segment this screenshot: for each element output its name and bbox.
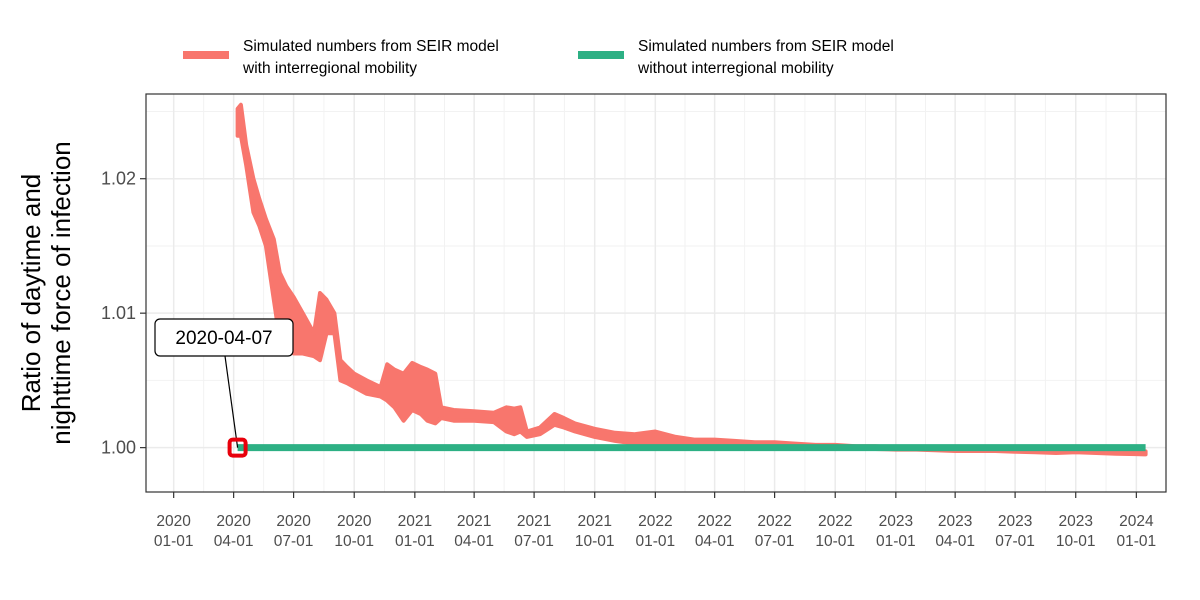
x-tick-label-year: 2021: [517, 513, 551, 530]
x-tick-label-date: 10-01: [815, 533, 855, 550]
x-tick-label-date: 10-01: [334, 533, 374, 550]
x-tick-label-year: 2022: [818, 513, 852, 530]
annotation-marker: [227, 437, 248, 458]
legend-label-without-mobility-line2: without interregional mobility: [637, 60, 834, 77]
series-with-mobility: [235, 102, 1148, 457]
annotation: 2020-04-07: [154, 318, 294, 458]
x-tick-label-date: 10-01: [1056, 533, 1096, 550]
x-tick-label-year: 2023: [938, 513, 972, 530]
x-tick-label-year: 2023: [998, 513, 1032, 530]
y-axis-title-line2: nighttime force of infection: [46, 141, 76, 445]
y-axis: 1.00 1.01 1.02: [101, 169, 146, 458]
x-tick-label-year: 2020: [337, 513, 372, 530]
annotation-box: [154, 318, 294, 357]
x-tick-label-year: 2023: [879, 513, 913, 530]
x-tick-label-date: 04-01: [454, 533, 494, 550]
x-tick-label-year: 2022: [638, 513, 672, 530]
x-tick-label-date: 01-01: [636, 533, 676, 550]
x-tick-label-year: 2020: [216, 513, 251, 530]
x-tick-label-year: 2021: [457, 513, 491, 530]
y-tick-label: 1.00: [101, 438, 136, 458]
legend-label-with-mobility-line1: Simulated numbers from SEIR model: [243, 38, 499, 55]
x-tick-label-date: 01-01: [876, 533, 916, 550]
x-tick-label-year: 2022: [697, 513, 731, 530]
x-tick-label-date: 01-01: [1117, 533, 1157, 550]
x-tick-label-date: 04-01: [695, 533, 735, 550]
x-tick-label-date: 07-01: [274, 533, 314, 550]
legend-label-with-mobility-line2: with interregional mobility: [242, 60, 417, 77]
x-tick-label-date: 07-01: [755, 533, 795, 550]
x-tick-label-year: 2020: [156, 513, 191, 530]
panel-border: [145, 93, 1167, 493]
x-tick-label-date: 07-01: [995, 533, 1035, 550]
annotation-label: 2020-04-07: [175, 328, 272, 349]
x-tick-label-date: 04-01: [935, 533, 975, 550]
x-tick-label-year: 2022: [757, 513, 791, 530]
x-tick-label-year: 2024: [1119, 513, 1154, 530]
x-tick-label-date: 10-01: [575, 533, 615, 550]
legend: Simulated numbers from SEIR model with i…: [183, 38, 894, 77]
y-axis-title: Ratio of daytime and nighttime force of …: [16, 141, 76, 445]
x-tick-label-year: 2021: [577, 513, 611, 530]
x-axis: 2020 01-01 2020 04-01 2020 07-01 2020 10-01 2021…: [154, 492, 1156, 550]
x-tick-label-year: 2021: [398, 513, 432, 530]
legend-label-without-mobility-line1: Simulated numbers from SEIR model: [638, 38, 894, 55]
x-tick-label-year: 2020: [276, 513, 311, 530]
y-tick-label: 1.01: [101, 303, 136, 323]
plot-area: [235, 102, 1148, 457]
y-tick-label: 1.02: [101, 169, 136, 189]
y-axis-title-line1: Ratio of daytime and: [16, 174, 46, 412]
annotation-leader-line: [224, 355, 239, 448]
x-tick-label-date: 07-01: [514, 533, 554, 550]
x-tick-label-date: 01-01: [395, 533, 435, 550]
x-tick-label-date: 04-01: [214, 533, 254, 550]
x-tick-label-date: 01-01: [154, 533, 194, 550]
x-tick-label-year: 2023: [1058, 513, 1092, 530]
